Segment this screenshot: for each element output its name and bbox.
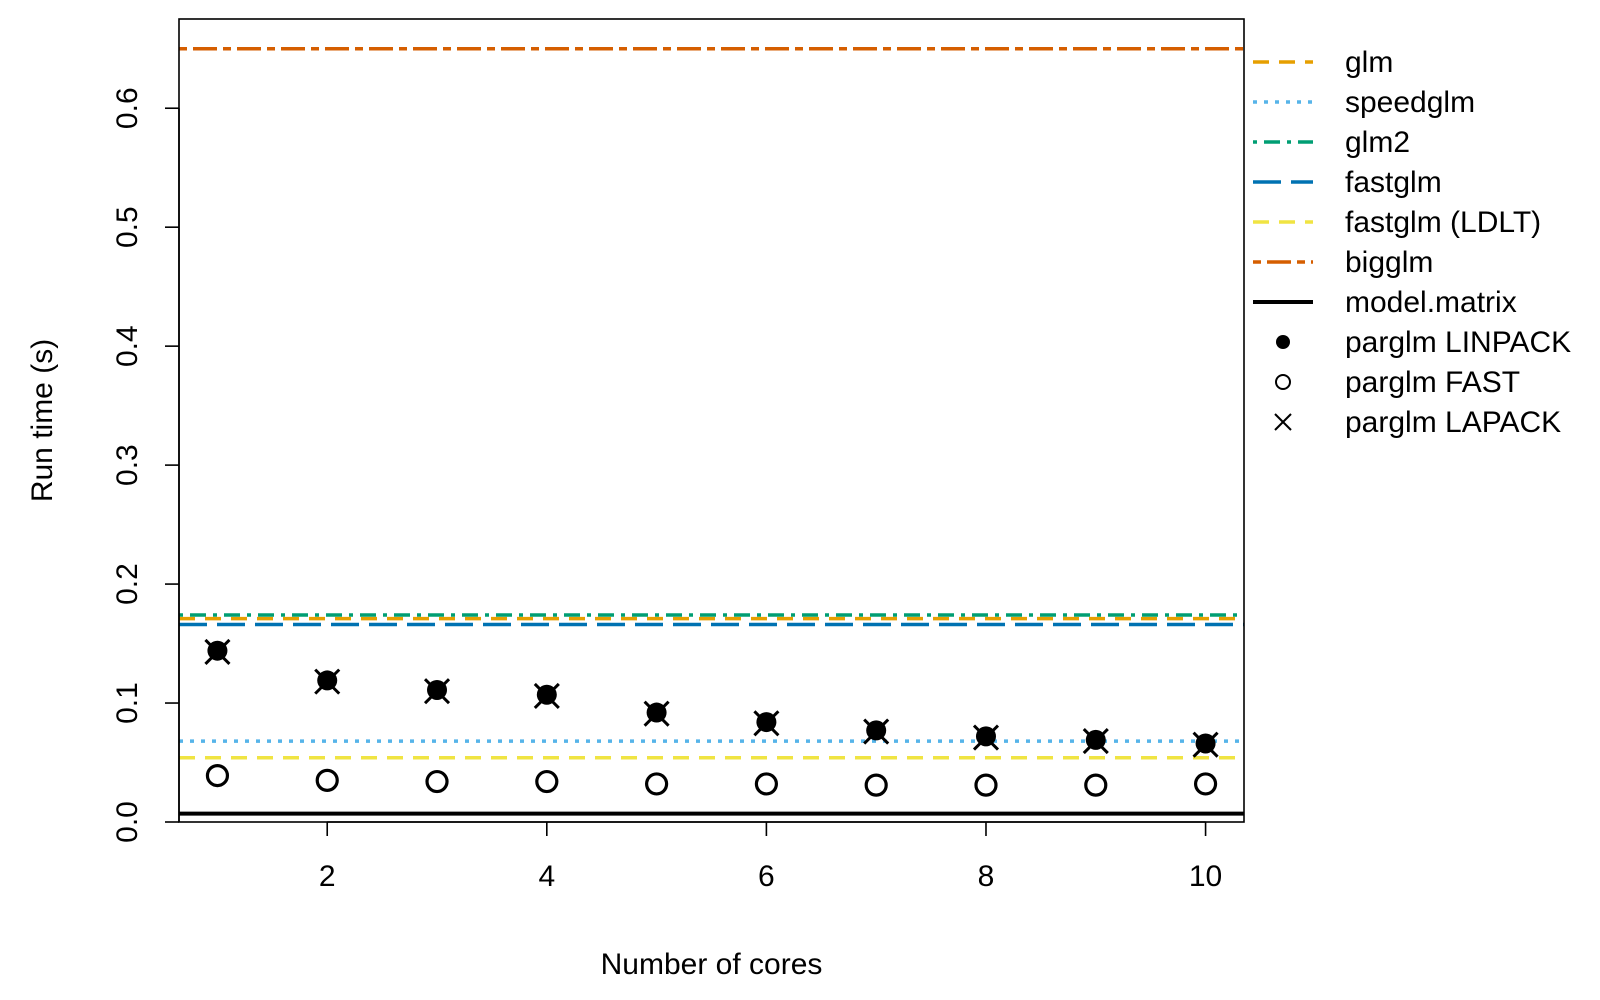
legend-marker: [1275, 374, 1291, 390]
parglm-lapack-point: [863, 718, 890, 745]
legend-label: glm: [1345, 46, 1393, 79]
y-tick-label: 0.2: [111, 563, 144, 605]
x-tick-label: 10: [1189, 860, 1222, 893]
legend-label: fastglm: [1345, 166, 1442, 199]
parglm-lapack-point: [972, 724, 1000, 751]
legend-item: parglm LINPACK: [1276, 326, 1571, 359]
y-tick-label: 0.4: [111, 325, 144, 367]
parglm-fast-point: [1084, 773, 1108, 797]
parglm-lapack-point: [643, 700, 670, 727]
parglm-fast-point: [425, 769, 449, 794]
x-tick-label: 4: [538, 860, 555, 893]
parglm-fast-point: [1193, 772, 1218, 796]
parglm-fast-point: [974, 773, 998, 797]
legend-item: parglm LAPACK: [1274, 406, 1561, 439]
x-tick-label: 2: [319, 860, 336, 893]
parglm-lapack-point: [423, 678, 451, 705]
y-tick-label: 0.1: [111, 682, 144, 724]
legend-marker: [1274, 413, 1292, 431]
legend-label: fastglm (LDLT): [1345, 206, 1541, 239]
reference-lines: [179, 46, 1244, 816]
legend-item: fastglm (LDLT): [1253, 206, 1541, 239]
parglm-lapack-point: [753, 710, 780, 737]
x-tick-label: 6: [758, 860, 775, 893]
legend-label: parglm FAST: [1345, 366, 1520, 399]
legend-item: model.matrix: [1253, 286, 1517, 319]
x-tick-label: 8: [978, 860, 995, 893]
parglm-lapack-point: [204, 638, 231, 665]
legend-item: glm: [1253, 46, 1393, 79]
parglm-lapack-point: [1192, 731, 1219, 758]
parglm-fast-point: [864, 773, 888, 797]
plot-frame: [178, 18, 1245, 823]
legend-label: parglm LINPACK: [1345, 326, 1571, 359]
legend-item: speedglm: [1253, 86, 1475, 119]
legend-label: bigglm: [1345, 246, 1433, 279]
y-tick-label: 0.5: [111, 206, 144, 248]
legend-label: parglm LAPACK: [1345, 406, 1561, 439]
y-tick-label: 0.6: [111, 87, 144, 129]
parglm-fast-point: [754, 772, 778, 796]
parglm-fast-point: [645, 772, 669, 796]
legend: glm speedglm glm2 fastglm fastglm (LDLT) bigg…: [1253, 46, 1571, 439]
legend-item: bigglm: [1253, 246, 1433, 279]
parglm-fast-point: [315, 768, 339, 792]
legend-item: fastglm: [1253, 166, 1442, 199]
legend-label: speedglm: [1345, 86, 1475, 119]
legend-item: parglm FAST: [1275, 366, 1520, 399]
x-axis: 2 4 6 8 10: [319, 821, 1222, 893]
data-points: [204, 638, 1219, 797]
x-axis-label: Number of cores: [601, 948, 823, 981]
legend-item: glm2: [1253, 126, 1410, 159]
parglm-lapack-point: [314, 668, 341, 695]
legend-label: model.matrix: [1345, 286, 1517, 319]
parglm-fast-point: [535, 769, 559, 794]
y-tick-label: 0.0: [111, 801, 144, 843]
legend-marker: [1276, 335, 1290, 349]
legend-label: glm2: [1345, 126, 1410, 159]
parglm-lapack-point: [1082, 728, 1109, 755]
parglm-fast-point: [205, 764, 230, 788]
parglm-lapack-point: [533, 682, 560, 709]
y-axis: 0.0 0.1 0.2 0.3 0.4 0.5 0.6: [111, 87, 180, 843]
y-axis-label: Run time (s): [26, 339, 59, 502]
y-tick-label: 0.3: [111, 444, 144, 486]
